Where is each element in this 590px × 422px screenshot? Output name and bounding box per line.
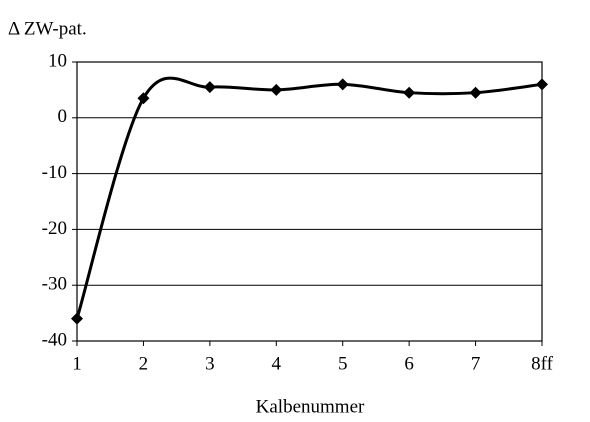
x-tick-label: 1 (72, 353, 82, 374)
series-line (75, 76, 543, 320)
marker (203, 81, 216, 94)
y-tick-label: -40 (42, 329, 67, 350)
marker (336, 78, 349, 91)
x-tick-label: 4 (272, 353, 282, 374)
y-tick-label: 0 (58, 106, 68, 127)
x-tick-label: 8ff (531, 353, 553, 374)
y-tick-label: -10 (42, 162, 67, 183)
marker (536, 78, 548, 91)
x-tick-label: 6 (404, 353, 414, 374)
x-tick-label: 3 (205, 353, 215, 374)
marker (71, 312, 83, 325)
marker (469, 86, 482, 99)
x-tick-label: 2 (139, 353, 149, 374)
y-axis-label: Δ ZW-pat. (8, 18, 87, 39)
x-tick-label: 7 (471, 353, 481, 374)
x-axis-label: Kalbenummer (256, 396, 365, 417)
plot-border (76, 61, 543, 342)
marker (137, 92, 150, 105)
marker (403, 86, 416, 99)
y-tick-label: -20 (42, 218, 67, 239)
x-tick-label: 5 (338, 353, 348, 374)
y-tick-label: -30 (42, 274, 67, 295)
y-tick-label: 10 (48, 50, 67, 71)
marker (270, 83, 283, 96)
